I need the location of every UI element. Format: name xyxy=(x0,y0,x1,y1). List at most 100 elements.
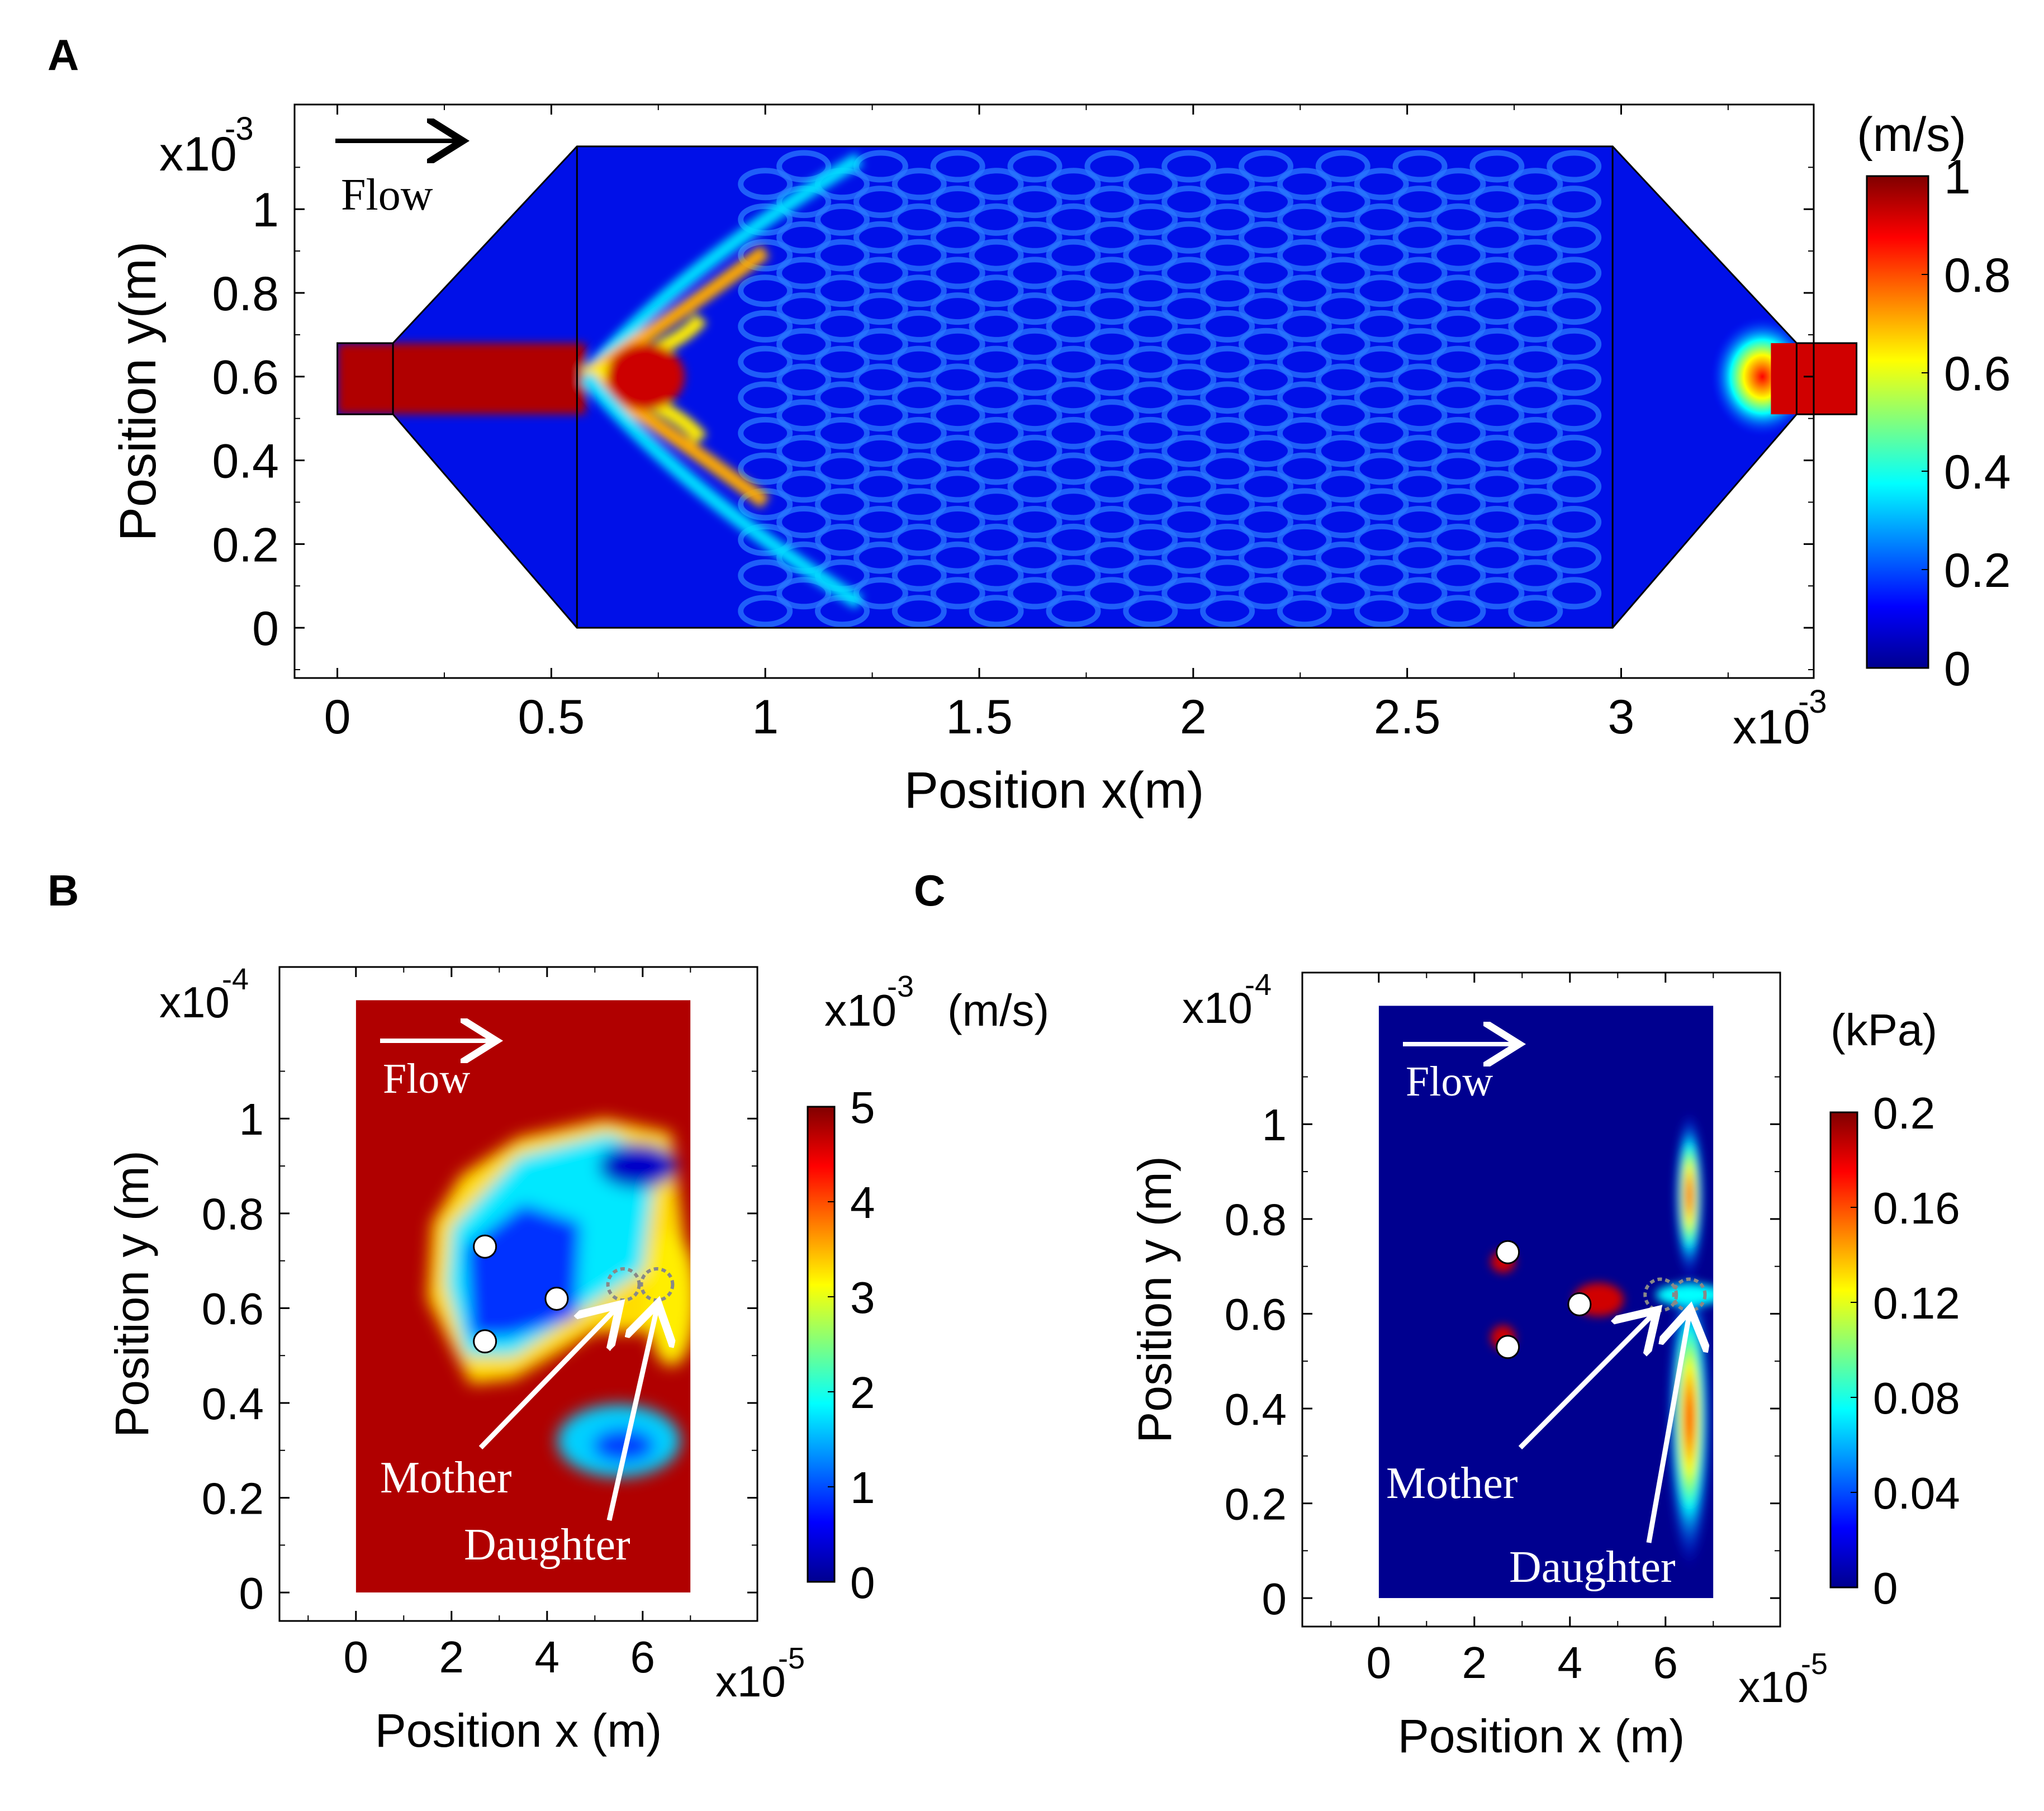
panel-a-pillar xyxy=(930,434,985,467)
panel-a-pillar xyxy=(1161,221,1217,254)
panel-b: 0 2 4 6 0 0.2 0.4 0.6 0.8 1 Position x (m) Position… xyxy=(106,963,1049,1757)
panel-a-pillar xyxy=(969,559,1024,592)
panel-a-pillar xyxy=(1392,363,1448,396)
panel-a-pillar xyxy=(1469,541,1525,574)
panel-a-colorbar-tick-label: 0.8 xyxy=(1944,249,2011,302)
panel-a-pillar xyxy=(1469,328,1525,361)
panel-a-pillar xyxy=(1161,506,1217,538)
panel-a-pillar xyxy=(1392,186,1448,219)
panel-a-pillar xyxy=(1508,310,1563,343)
panel-a-pillar xyxy=(1161,470,1217,503)
panel-a-pillar xyxy=(1277,168,1332,201)
panel-a-pillar xyxy=(1431,310,1486,343)
panel-a-pillar xyxy=(1200,559,1255,592)
panel-c-colorbar-unit: (kPa) xyxy=(1830,1005,1937,1055)
panel-a-colorbar-tick-label: 0.6 xyxy=(1944,347,2011,401)
panel-a-pillar xyxy=(853,434,908,467)
panel-a-ytick-label: 0.8 xyxy=(212,267,279,321)
panel-a-pillar xyxy=(1508,345,1563,378)
panel-a-pillar xyxy=(1392,292,1448,325)
panel-b-daughter-label: Daughter xyxy=(464,1520,630,1570)
panel-a-pillar xyxy=(1084,470,1140,503)
panel-a-pillar xyxy=(1123,168,1178,201)
panel-a-pillar xyxy=(738,203,793,236)
panel-c-particles xyxy=(1496,1240,1705,1543)
panel-a-pillar xyxy=(738,168,793,201)
panel-a-pillar xyxy=(1007,577,1063,610)
panel-a-pillar xyxy=(1123,416,1178,449)
panel-a-pillar xyxy=(853,328,908,361)
panel-b-colorbar-tick-label: 3 xyxy=(850,1273,875,1322)
panel-a-pillar xyxy=(1007,257,1063,290)
panel-a-ytick-label: 0.6 xyxy=(212,351,279,405)
panel-a-pillar xyxy=(1239,221,1293,254)
panel-b-ytick-label: 1 xyxy=(239,1094,264,1144)
panel-a-pillar xyxy=(1354,452,1409,485)
panel-a-pillar xyxy=(1469,434,1525,467)
panel-a-pillar xyxy=(891,488,947,521)
panel-b-xtick-label: 4 xyxy=(535,1632,560,1682)
panel-b-axes: 0 2 4 6 0 0.2 0.4 0.6 0.8 1 Position x (m) Position… xyxy=(106,963,805,1757)
panel-a-pillar xyxy=(1239,363,1293,396)
panel-a-pillar xyxy=(1046,595,1101,628)
panel-c-xtick-label: 0 xyxy=(1367,1638,1392,1687)
panel-b-colorbar-tick-label: 1 xyxy=(850,1463,875,1513)
panel-b-x-scale-exp: -5 xyxy=(778,1642,805,1675)
panel-a-pillar xyxy=(1547,470,1602,503)
panel-b-ytick-label: 0.6 xyxy=(202,1284,264,1334)
panel-a-xtick-label: 3 xyxy=(1608,690,1635,744)
panel-a-pillar xyxy=(1161,363,1217,396)
panel-a-pillar xyxy=(1508,595,1563,628)
panel-a-xtick-label: 0.5 xyxy=(518,690,585,744)
panel-a-pillar xyxy=(891,203,947,236)
panel-a-pillar xyxy=(1084,257,1140,290)
panel-a-pillar xyxy=(1046,559,1101,592)
panel-a-pillar xyxy=(1547,257,1602,290)
panel-c-ytick-label: 0.2 xyxy=(1225,1479,1287,1529)
panel-c-pressure-lobe-upper xyxy=(1673,1111,1705,1279)
panel-a-axes-box xyxy=(293,103,1815,679)
panel-a-colorbar-unit: (m/s) xyxy=(1857,108,1966,162)
panel-a-pillar xyxy=(1123,488,1178,521)
panel-c-xlabel: Position x (m) xyxy=(1398,1710,1685,1762)
panel-a-pillar xyxy=(1469,221,1525,254)
panel-b-mother-arrow xyxy=(478,1308,616,1450)
panel-b-y-scale: x10 xyxy=(159,978,230,1027)
panel-a-pillar xyxy=(1200,488,1255,521)
panel-a-pillar xyxy=(930,221,985,254)
panel-a-pillar xyxy=(1392,506,1448,538)
panel-a-pillar xyxy=(1508,168,1563,201)
panel-c-y-scale-exp: -4 xyxy=(1245,968,1272,1002)
panel-a-pillar xyxy=(1239,434,1293,467)
panel-a-pillar xyxy=(1431,559,1486,592)
panel-a-pillar xyxy=(1084,434,1140,467)
panel-a-pillar xyxy=(1084,399,1140,432)
panel-a-pillar xyxy=(1123,452,1178,485)
panel-c-pressure-lobe-center xyxy=(1656,1283,1714,1306)
panel-a-pillar xyxy=(1508,274,1563,307)
panel-a-pillar xyxy=(1354,595,1409,628)
panel-a-pillar xyxy=(1354,274,1409,307)
panel-a-pillar xyxy=(1315,221,1370,254)
panel-c-xtick-label: 6 xyxy=(1653,1638,1678,1687)
panel-a-pillar xyxy=(1161,292,1217,325)
panel-a-pillar xyxy=(738,452,793,485)
panel-a-pillar xyxy=(1046,381,1101,414)
panel-a-pillar xyxy=(930,363,985,396)
panel-a-pillar xyxy=(1277,310,1332,343)
panel-a-pillar xyxy=(1431,274,1486,307)
panel-a-pillar xyxy=(1007,363,1063,396)
panel-c-ytick-label: 0 xyxy=(1262,1574,1287,1624)
panel-a-ytick-label: 1 xyxy=(252,183,279,237)
panel-a-pillar xyxy=(891,274,947,307)
panel-a-pillar xyxy=(1046,168,1101,201)
panel-a-pillar xyxy=(1277,416,1332,449)
panel-a-pillar xyxy=(1431,239,1486,272)
panel-a-pillar xyxy=(1007,506,1063,538)
panel-a-pillar xyxy=(738,239,793,272)
panel-b-xtick-label: 0 xyxy=(344,1632,369,1682)
panel-a-pillar xyxy=(815,345,870,378)
panel-a-pillar xyxy=(1547,150,1602,183)
panel-c-y-scale: x10 xyxy=(1182,983,1253,1032)
panel-a-pillar xyxy=(1046,452,1101,485)
